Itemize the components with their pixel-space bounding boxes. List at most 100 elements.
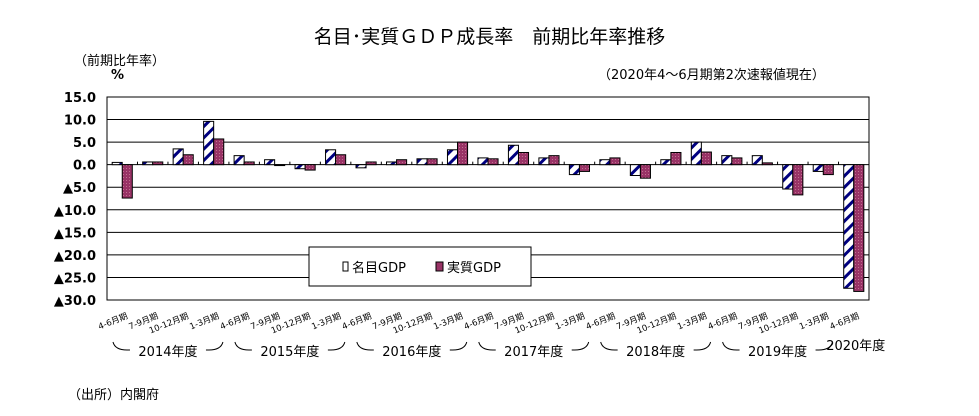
bracket-right <box>205 341 224 351</box>
bar-real <box>639 164 651 179</box>
x-tick-label: 1-3月期 <box>554 312 586 333</box>
x-tick-label: 4-6月期 <box>219 312 251 333</box>
legend-label-nominal: 名目GDP <box>352 260 406 276</box>
fiscal-year-label: 2020年度 <box>826 338 885 354</box>
bar-real <box>121 164 133 199</box>
x-tick-label: 4-6月期 <box>97 312 129 333</box>
x-tick-label: 1-3月期 <box>188 312 220 333</box>
y-tick-label: ▲10.0 <box>54 204 96 219</box>
x-tick-label: 1-3月期 <box>432 312 464 333</box>
bracket-right <box>693 341 712 351</box>
y-tick-label: ▲20.0 <box>54 249 96 264</box>
bracket-left <box>600 341 618 351</box>
bar-nominal <box>233 155 245 166</box>
bar-nominal <box>386 161 398 166</box>
bar-nominal <box>172 148 184 166</box>
y-tick-label: 15.0 <box>64 91 96 106</box>
bracket-right <box>815 341 834 351</box>
bar-real <box>853 164 865 292</box>
legend-label-real: 実質GDP <box>447 260 501 276</box>
bar-nominal <box>507 144 519 166</box>
bar-nominal <box>538 157 550 166</box>
bar-real <box>578 164 590 172</box>
bar-real <box>365 161 377 166</box>
y-tick-label: ▲15.0 <box>54 226 96 241</box>
x-tick-label: 4-6月期 <box>828 312 860 333</box>
y-tick-label: ▲25.0 <box>54 271 96 286</box>
bar-nominal <box>812 164 824 172</box>
x-tick-label: 1-3月期 <box>676 312 708 333</box>
bar-nominal <box>568 164 580 176</box>
bracket-left <box>356 341 374 351</box>
bar-nominal <box>264 159 276 166</box>
bar-real <box>457 141 469 166</box>
fiscal-year-label: 2019年度 <box>748 344 807 360</box>
bar-real <box>182 154 194 166</box>
bar-real <box>152 161 164 166</box>
plot-area <box>106 96 870 301</box>
bar-real <box>335 154 347 166</box>
bracket-left <box>234 341 252 351</box>
bracket-right <box>327 341 346 351</box>
fiscal-year-label: 2014年度 <box>138 344 197 360</box>
bar-nominal <box>599 159 611 166</box>
x-tick-label: 4-6月期 <box>585 312 617 333</box>
fiscal-year-label: 2015年度 <box>260 344 319 360</box>
bar-real <box>487 158 499 166</box>
bar-real <box>274 164 286 167</box>
bar-real <box>670 151 682 166</box>
bar-nominal <box>416 158 428 166</box>
bar-nominal <box>660 159 672 166</box>
bar-nominal <box>843 164 855 289</box>
y-axis-label: （前期比年率） <box>74 54 166 69</box>
y-tick-label: ▲5.0 <box>63 181 96 196</box>
y-tick-label: 10.0 <box>64 114 96 129</box>
x-tick-label: 4-6月期 <box>463 312 495 333</box>
bar-nominal <box>111 161 123 166</box>
chart-note: （2020年4～6月期第2次速報値現在） <box>598 68 825 83</box>
bar-nominal <box>751 155 763 166</box>
bar-nominal <box>355 164 367 169</box>
bar-nominal <box>203 120 215 166</box>
bar-real <box>304 164 316 171</box>
bar-real <box>609 157 621 166</box>
y-tick-label: ▲30.0 <box>54 294 96 309</box>
y-tick-label: 5.0 <box>73 136 96 151</box>
bar-nominal <box>142 161 154 166</box>
x-tick-label: 4-6月期 <box>707 312 739 333</box>
bar-nominal <box>782 164 794 190</box>
y-axis-unit: % <box>111 68 125 83</box>
x-tick-label: 1-3月期 <box>310 312 342 333</box>
bar-nominal <box>690 141 702 166</box>
bracket-right <box>571 341 590 351</box>
bar-nominal <box>721 155 733 166</box>
bar-real <box>548 155 560 166</box>
bar-real <box>792 164 804 196</box>
bar-real <box>426 158 438 166</box>
bar-nominal <box>629 164 641 176</box>
bar-real <box>517 151 530 166</box>
chart-title: 名目･実質ＧＤＰ成長率 前期比年率推移 <box>313 26 666 48</box>
x-tick-label: 1-3月期 <box>798 312 830 333</box>
legend-swatch-nominal <box>342 261 349 272</box>
bar-real <box>213 138 225 166</box>
bracket-left <box>112 341 130 351</box>
fiscal-year-label: 2017年度 <box>504 344 563 360</box>
bar-real <box>243 161 255 166</box>
bracket-left <box>722 341 740 351</box>
bar-nominal <box>446 149 459 166</box>
fiscal-year-label: 2018年度 <box>626 344 685 360</box>
bar-nominal <box>325 149 337 166</box>
legend-swatch-real <box>435 261 444 272</box>
bar-nominal <box>294 164 306 170</box>
fiscal-year-label: 2016年度 <box>382 344 441 360</box>
y-tick-label: 0.0 <box>73 159 96 174</box>
bar-nominal <box>477 157 489 166</box>
bar-real <box>822 164 834 176</box>
bar-real <box>731 157 743 166</box>
bar-real <box>396 159 408 166</box>
bar-real <box>761 162 773 166</box>
bar-real <box>700 151 712 166</box>
bracket-right <box>449 341 468 351</box>
